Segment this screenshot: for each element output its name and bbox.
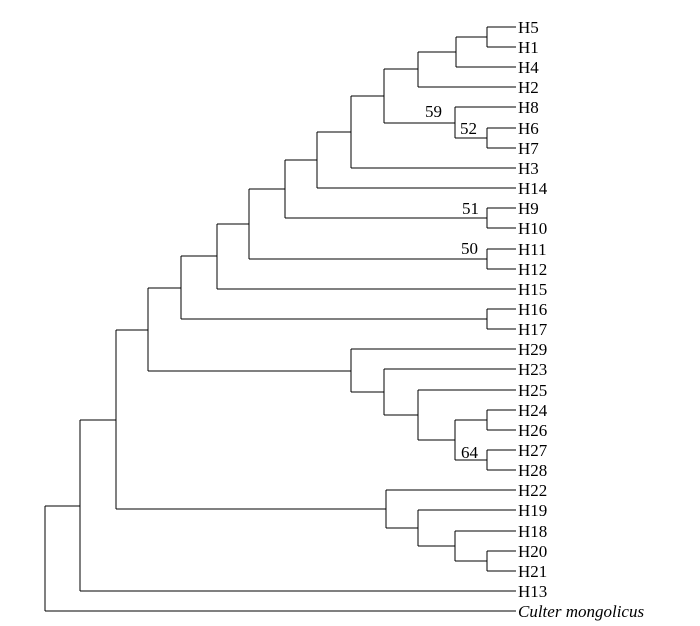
leaf-label-h2: H2 (518, 78, 539, 97)
bootstrap-value-59: 59 (425, 102, 442, 121)
leaf-label-h28: H28 (518, 461, 547, 480)
leaf-label-h10: H10 (518, 219, 547, 238)
leaf-label-h5: H5 (518, 18, 539, 37)
leaf-label-h9: H9 (518, 199, 539, 218)
leaf-label-h16: H16 (518, 300, 547, 319)
leaf-label-h19: H19 (518, 501, 547, 520)
leaf-label-h14: H14 (518, 179, 548, 198)
leaf-label-h25: H25 (518, 381, 547, 400)
leaf-label-h1: H1 (518, 38, 539, 57)
bootstrap-value-64: 64 (461, 443, 479, 462)
leaf-label-h3: H3 (518, 159, 539, 178)
leaf-label-h6: H6 (518, 119, 539, 138)
leaf-label-h11: H11 (518, 240, 547, 259)
leaf-label-h12: H12 (518, 260, 547, 279)
leaf-label-h15: H15 (518, 280, 547, 299)
leaf-label-h8: H8 (518, 98, 539, 117)
tree-branches (44, 26, 516, 612)
leaf-label-h27: H27 (518, 441, 548, 460)
leaf-label-h24: H24 (518, 401, 548, 420)
leaf-label-outgroup: Culter mongolicus (518, 602, 644, 621)
leaf-label-h7: H7 (518, 139, 539, 158)
bootstrap-value-51: 51 (462, 199, 479, 218)
leaf-label-h21: H21 (518, 562, 547, 581)
leaf-labels: H5 H1 H4 H2 H8 H6 H7 H3 H14 H9 H10 H11 H… (518, 18, 644, 621)
leaf-label-h26: H26 (518, 421, 547, 440)
bootstrap-value-50: 50 (461, 239, 478, 258)
bootstrap-value-52: 52 (460, 119, 477, 138)
leaf-label-h29: H29 (518, 340, 547, 359)
leaf-label-h22: H22 (518, 481, 547, 500)
leaf-label-h4: H4 (518, 58, 539, 77)
leaf-label-h18: H18 (518, 522, 547, 541)
bootstrap-labels: 59 52 51 50 64 (425, 102, 479, 462)
leaf-label-h13: H13 (518, 582, 547, 601)
leaf-label-h23: H23 (518, 360, 547, 379)
leaf-label-h20: H20 (518, 542, 547, 561)
leaf-label-h17: H17 (518, 320, 548, 339)
